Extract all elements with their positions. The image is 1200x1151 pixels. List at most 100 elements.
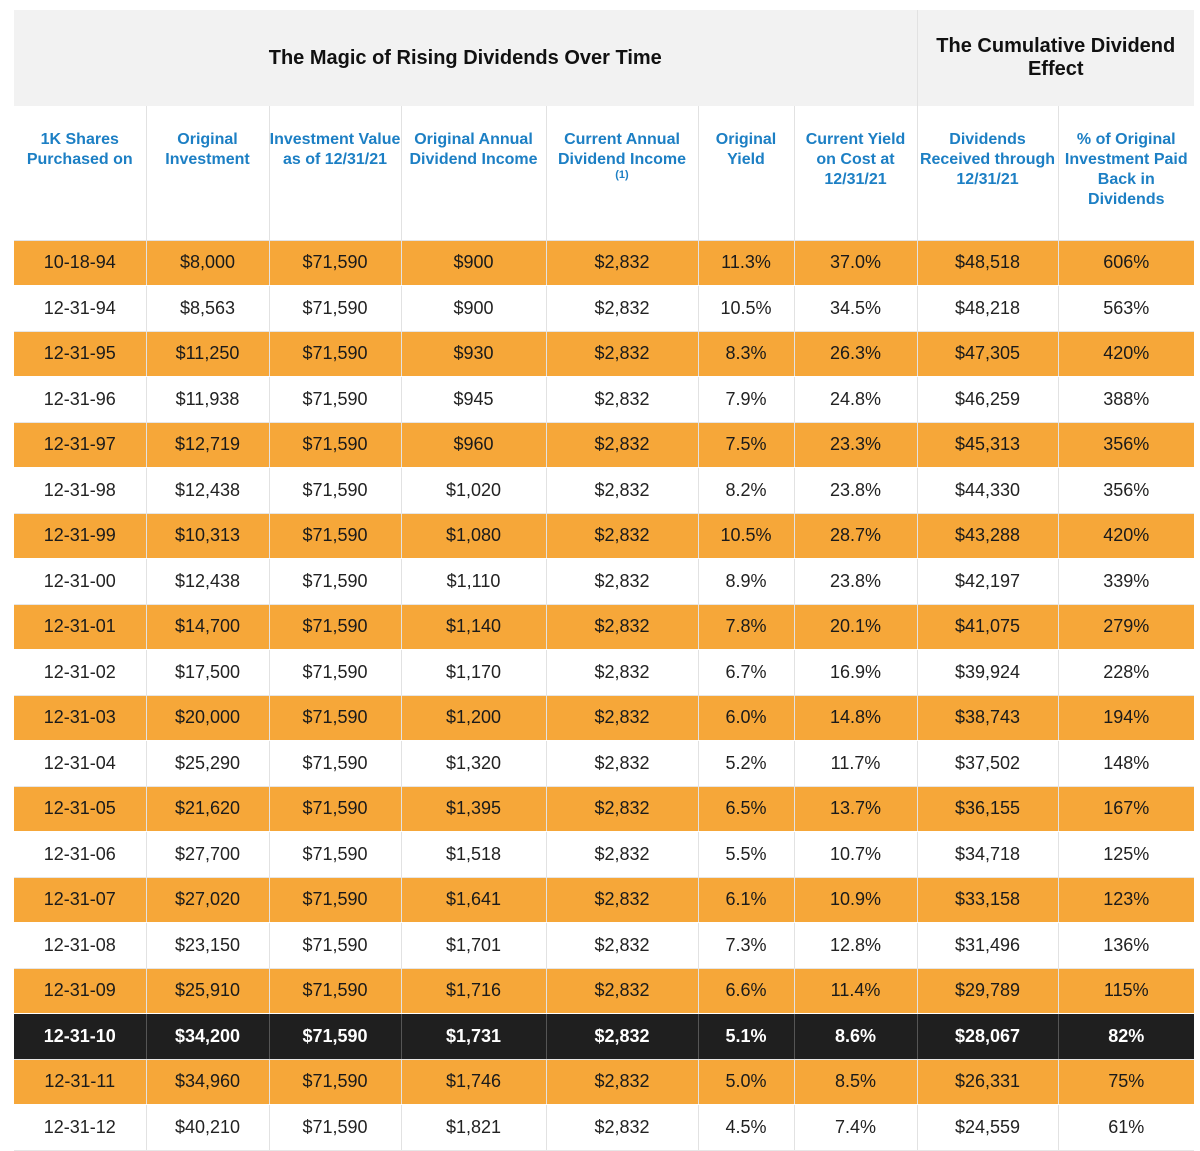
cell-dividends-received: $47,305	[917, 331, 1059, 377]
table-row: 12-31-03 $20,000 $71,590 $1,200 $2,832 6.0% 14…	[14, 695, 1195, 741]
cell-original-yield: 7.9%	[698, 376, 795, 423]
cell-dividends-received: $31,496	[917, 922, 1059, 969]
group-header-row: The Magic of Rising Dividends Over Time …	[14, 10, 1195, 106]
cell-purchase-date: 12-31-01	[14, 604, 147, 650]
cell-current-yield-on-cost: 11.7%	[794, 740, 918, 787]
cell-original-yield: 7.8%	[698, 604, 795, 650]
cell-original-dividend-income: $900	[401, 285, 547, 332]
cell-investment-value: $71,590	[269, 558, 402, 605]
cell-original-dividend-income: $1,731	[401, 1013, 547, 1060]
cell-dividends-received: $33,158	[917, 877, 1059, 923]
cell-investment-value: $71,590	[269, 1059, 402, 1105]
table-row: 12-31-06 $27,700 $71,590 $1,518 $2,832 5.5% 10…	[14, 831, 1195, 878]
cell-original-yield: 10.5%	[698, 285, 795, 332]
cell-investment-value: $71,590	[269, 604, 402, 650]
cell-original-yield: 11.3%	[698, 240, 795, 286]
cell-original-dividend-income: $1,110	[401, 558, 547, 605]
cell-original-yield: 8.3%	[698, 331, 795, 377]
cell-purchase-date: 12-31-03	[14, 695, 147, 741]
table-row: 12-31-07 $27,020 $71,590 $1,641 $2,832 6.1% 10…	[14, 877, 1195, 923]
cell-current-dividend-income: $2,832	[546, 922, 699, 969]
cell-current-yield-on-cost: 37.0%	[794, 240, 918, 286]
cell-dividends-received: $36,155	[917, 786, 1059, 832]
table-row: 12-31-11 $34,960 $71,590 $1,746 $2,832 5.0% 8.…	[14, 1059, 1195, 1105]
cell-percent-paid-back: 606%	[1058, 240, 1195, 286]
dividend-table: The Magic of Rising Dividends Over Time …	[14, 10, 1195, 1151]
cell-current-yield-on-cost: 24.8%	[794, 376, 918, 423]
column-header-row: 1K Shares Purchased on Original Investme…	[14, 106, 1195, 241]
header-purchase-date: 1K Shares Purchased on	[14, 106, 147, 241]
cell-purchase-date: 12-31-07	[14, 877, 147, 923]
cell-original-dividend-income: $1,140	[401, 604, 547, 650]
cell-dividends-received: $38,743	[917, 695, 1059, 741]
cell-original-investment: $12,438	[146, 467, 270, 514]
cell-purchase-date: 12-31-95	[14, 331, 147, 377]
cell-current-dividend-income: $2,832	[546, 422, 699, 468]
cell-purchase-date: 12-31-10	[14, 1013, 147, 1060]
cell-dividends-received: $48,218	[917, 285, 1059, 332]
cell-original-dividend-income: $930	[401, 331, 547, 377]
cell-original-investment: $8,000	[146, 240, 270, 286]
cell-current-yield-on-cost: 13.7%	[794, 786, 918, 832]
cell-purchase-date: 12-31-94	[14, 285, 147, 332]
table-row: 12-31-12 $40,210 $71,590 $1,821 $2,832 4.5% 7.…	[14, 1104, 1195, 1151]
cell-original-dividend-income: $1,701	[401, 922, 547, 969]
table-row: 12-31-97 $12,719 $71,590 $960 $2,832 7.5% 23.3…	[14, 422, 1195, 468]
cell-dividends-received: $45,313	[917, 422, 1059, 468]
table-row: 12-31-05 $21,620 $71,590 $1,395 $2,832 6.5% 13…	[14, 786, 1195, 832]
cell-original-yield: 6.6%	[698, 968, 795, 1014]
cell-original-investment: $25,290	[146, 740, 270, 787]
cell-percent-paid-back: 61%	[1058, 1104, 1195, 1151]
cell-purchase-date: 12-31-00	[14, 558, 147, 605]
cell-current-dividend-income: $2,832	[546, 467, 699, 514]
cell-original-dividend-income: $1,641	[401, 877, 547, 923]
cell-purchase-date: 12-31-04	[14, 740, 147, 787]
cell-dividends-received: $41,075	[917, 604, 1059, 650]
cell-current-dividend-income: $2,832	[546, 831, 699, 878]
cell-original-yield: 4.5%	[698, 1104, 795, 1151]
cell-current-dividend-income: $2,832	[546, 285, 699, 332]
table-row: 12-31-09 $25,910 $71,590 $1,716 $2,832 6.6% 11…	[14, 968, 1195, 1014]
header-current-dividend-income-label: Current Annual Dividend Income	[557, 131, 687, 168]
cell-purchase-date: 12-31-08	[14, 922, 147, 969]
cell-percent-paid-back: 115%	[1058, 968, 1195, 1014]
cell-investment-value: $71,590	[269, 740, 402, 787]
cell-current-yield-on-cost: 26.3%	[794, 331, 918, 377]
cell-purchase-date: 12-31-99	[14, 513, 147, 559]
cell-original-yield: 7.5%	[698, 422, 795, 468]
cell-purchase-date: 10-18-94	[14, 240, 147, 286]
footnote-marker: (1)	[615, 169, 629, 181]
cell-current-yield-on-cost: 23.8%	[794, 467, 918, 514]
cell-current-yield-on-cost: 12.8%	[794, 922, 918, 969]
table-row: 12-31-01 $14,700 $71,590 $1,140 $2,832 7.8% 20…	[14, 604, 1195, 650]
cell-dividends-received: $39,924	[917, 649, 1059, 696]
cell-original-investment: $20,000	[146, 695, 270, 741]
cell-original-yield: 6.7%	[698, 649, 795, 696]
cell-original-investment: $14,700	[146, 604, 270, 650]
cell-percent-paid-back: 420%	[1058, 513, 1195, 559]
cell-original-yield: 5.2%	[698, 740, 795, 787]
cell-original-yield: 10.5%	[698, 513, 795, 559]
cell-original-dividend-income: $945	[401, 376, 547, 423]
cell-original-investment: $25,910	[146, 968, 270, 1014]
cell-percent-paid-back: 279%	[1058, 604, 1195, 650]
cell-current-dividend-income: $2,832	[546, 376, 699, 423]
cell-percent-paid-back: 420%	[1058, 331, 1195, 377]
header-original-yield: Original Yield	[698, 106, 795, 241]
cell-original-yield: 5.5%	[698, 831, 795, 878]
table-row: 12-31-96 $11,938 $71,590 $945 $2,832 7.9% 24.8…	[14, 376, 1195, 423]
cell-original-dividend-income: $1,080	[401, 513, 547, 559]
cell-current-yield-on-cost: 7.4%	[794, 1104, 918, 1151]
cell-percent-paid-back: 136%	[1058, 922, 1195, 969]
cell-original-investment: $23,150	[146, 922, 270, 969]
cell-original-dividend-income: $1,716	[401, 968, 547, 1014]
table-row: 12-31-95 $11,250 $71,590 $930 $2,832 8.3% 26.3…	[14, 331, 1195, 377]
table-row: 12-31-08 $23,150 $71,590 $1,701 $2,832 7.3% 12…	[14, 922, 1195, 969]
table-row: 10-18-94 $8,000 $71,590 $900 $2,832 11.3% 37.0…	[14, 240, 1195, 286]
cell-original-dividend-income: $1,020	[401, 467, 547, 514]
header-original-dividend-income: Original Annual Dividend Income	[401, 106, 547, 241]
cell-dividends-received: $24,559	[917, 1104, 1059, 1151]
cell-original-investment: $21,620	[146, 786, 270, 832]
cell-original-dividend-income: $900	[401, 240, 547, 286]
cell-original-dividend-income: $1,746	[401, 1059, 547, 1105]
